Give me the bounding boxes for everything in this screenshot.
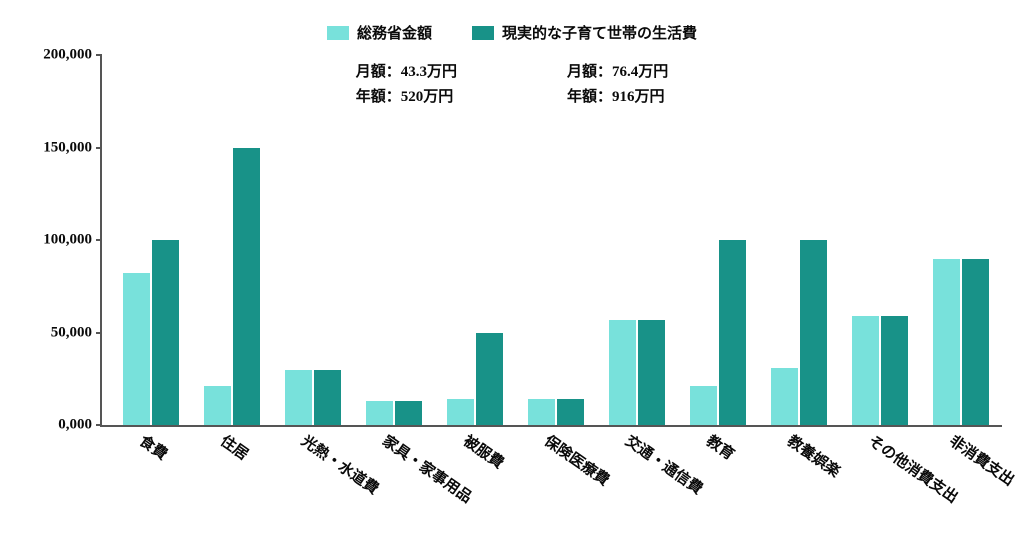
bar-group: 食費 bbox=[123, 240, 179, 425]
bar-real bbox=[476, 333, 503, 426]
bar-group: 光熱・水道費 bbox=[285, 370, 341, 426]
bar-real bbox=[233, 148, 260, 426]
bar-soumu bbox=[366, 401, 393, 425]
legend-label: 総務省金額 bbox=[357, 22, 432, 43]
x-axis-label: 光熱・水道費 bbox=[298, 430, 384, 499]
bar-group: 保険医療費 bbox=[528, 399, 584, 425]
bar-group: 住居 bbox=[204, 148, 260, 426]
bar-group: 非消費支出 bbox=[933, 259, 989, 426]
y-tick-mark bbox=[96, 147, 102, 149]
bar-soumu bbox=[528, 399, 555, 425]
bar-group: その他消費支出 bbox=[852, 316, 908, 425]
bar-group: 交通・通信費 bbox=[609, 320, 665, 425]
y-tick-mark bbox=[96, 424, 102, 426]
bar-soumu bbox=[771, 368, 798, 425]
x-axis-label: 食費 bbox=[136, 430, 173, 464]
y-tick-label: 150,000 bbox=[43, 139, 102, 156]
bar-soumu bbox=[447, 399, 474, 425]
plot-area: 0,00050,000100,000150,000200,000食費住居光熱・水… bbox=[100, 55, 1002, 427]
bar-group: 家具・家事用品 bbox=[366, 401, 422, 425]
legend-label: 現実的な子育て世帯の生活費 bbox=[502, 22, 697, 43]
legend-item-real: 現実的な子育て世帯の生活費 bbox=[472, 22, 697, 43]
bar-soumu bbox=[852, 316, 879, 425]
bar-real bbox=[881, 316, 908, 425]
expense-comparison-chart: 総務省金額現実的な子育て世帯の生活費 月額：43.3万円年額：520万円月額：7… bbox=[0, 0, 1024, 538]
y-tick-label: 50,000 bbox=[51, 324, 102, 341]
legend-item-soumu: 総務省金額 bbox=[327, 22, 432, 43]
x-axis-label: 教育 bbox=[703, 430, 740, 464]
x-axis-label: 非消費支出 bbox=[946, 430, 1019, 490]
bar-real bbox=[557, 399, 584, 425]
bar-real bbox=[638, 320, 665, 425]
bar-real bbox=[800, 240, 827, 425]
legend-swatch bbox=[472, 26, 494, 40]
x-axis-label: 保険医療費 bbox=[541, 430, 614, 490]
bar-soumu bbox=[609, 320, 636, 425]
y-tick-label: 200,000 bbox=[43, 47, 102, 64]
bar-real bbox=[962, 259, 989, 426]
bar-soumu bbox=[690, 386, 717, 425]
bar-real bbox=[395, 401, 422, 425]
x-axis-label: 教養娯楽 bbox=[784, 430, 845, 482]
x-axis-label: 交通・通信費 bbox=[622, 430, 708, 499]
bar-soumu bbox=[123, 273, 150, 425]
bar-soumu bbox=[285, 370, 312, 426]
bar-real bbox=[314, 370, 341, 426]
y-tick-mark bbox=[96, 239, 102, 241]
x-axis-label: 被服費 bbox=[460, 430, 509, 473]
x-axis-label: 住居 bbox=[217, 430, 254, 464]
bar-group: 教育 bbox=[690, 240, 746, 425]
bar-group: 教養娯楽 bbox=[771, 240, 827, 425]
legend-swatch bbox=[327, 26, 349, 40]
bar-soumu bbox=[204, 386, 231, 425]
bar-soumu bbox=[933, 259, 960, 426]
bar-real bbox=[719, 240, 746, 425]
y-tick-mark bbox=[96, 54, 102, 56]
bar-group: 被服費 bbox=[447, 333, 503, 426]
bar-real bbox=[152, 240, 179, 425]
y-tick-label: 100,000 bbox=[43, 232, 102, 249]
y-tick-mark bbox=[96, 332, 102, 334]
legend: 総務省金額 現実的な子育て世帯の生活費 bbox=[0, 22, 1024, 43]
